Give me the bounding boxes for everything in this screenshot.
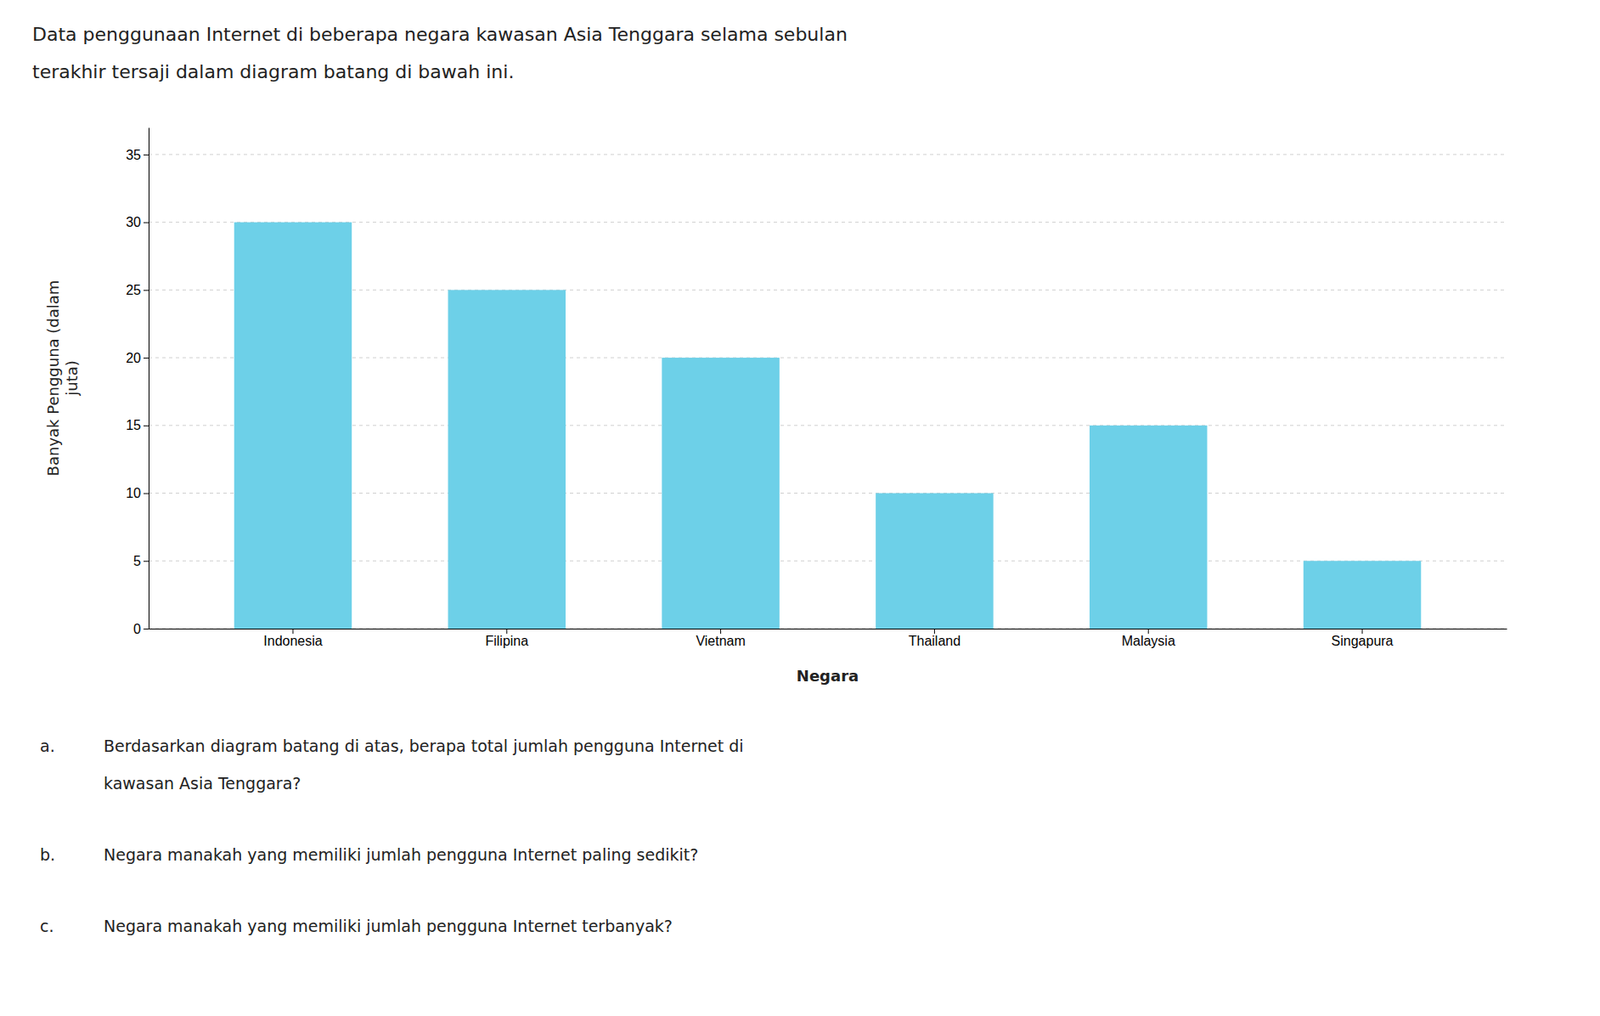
y-tick: 0	[133, 621, 149, 637]
x-axis: Indonesia Filipina Vietnam Thailand Malaysia…	[149, 628, 1508, 648]
y-tick: 15	[125, 417, 149, 433]
chart-container: Data penggunaan Internet di beberapa neg…	[0, 0, 1600, 1016]
grid-line	[148, 289, 1507, 291]
annotation-label: b.	[39, 845, 56, 864]
annotation-label: a.	[39, 736, 56, 755]
title: terakhir tersaji dalam diagram batang di…	[32, 61, 514, 83]
y-tick-mark	[143, 560, 149, 562]
x-tick-mark	[1362, 628, 1364, 634]
x-tick-label: Singapura	[1331, 633, 1394, 648]
title: Data penggunaan Internet di beberapa neg…	[32, 23, 848, 46]
annotations: a. Berdasarkan diagram batang di atas, be…	[39, 736, 744, 936]
y-tick-label: 35	[125, 147, 141, 163]
y-tick-mark	[143, 357, 149, 359]
bar	[1303, 560, 1421, 629]
y-tick-mark	[143, 222, 149, 224]
x-tick-mark	[292, 628, 293, 634]
y-tick: 10	[125, 485, 149, 501]
y-tick: 20	[125, 350, 149, 366]
x-tick-label: Vietnam	[695, 633, 745, 648]
x-tick-mark	[934, 628, 936, 634]
y-tick-mark	[143, 425, 149, 427]
y-tick-label: 20	[125, 350, 141, 366]
y-tick: 25	[125, 282, 149, 298]
x-tick: Malaysia	[1121, 628, 1176, 648]
x-axis-line	[149, 628, 1508, 630]
annotation-label: c.	[39, 916, 55, 936]
grid-line	[148, 153, 1507, 155]
y-tick-label: 30	[125, 214, 141, 230]
grid-line	[148, 560, 1507, 562]
x-tick-label: Indonesia	[263, 633, 322, 648]
y-tick-label: 15	[125, 417, 141, 433]
grid-line	[148, 424, 1507, 426]
annotation-text: Negara manakah yang memiliki jumlah peng…	[103, 916, 673, 936]
grid	[148, 154, 1507, 629]
bar	[1089, 425, 1207, 629]
y-axis: 0 5 10 15 20 25 30 35	[125, 128, 149, 637]
bar	[234, 222, 352, 629]
x-tick: Filipina	[484, 628, 529, 648]
x-tick: Vietnam	[695, 628, 745, 648]
bar	[448, 289, 566, 629]
x-tick: Singapura	[1331, 628, 1394, 648]
y-tick: 5	[133, 553, 149, 569]
bars	[234, 222, 1422, 629]
y-tick-label: 25	[125, 282, 141, 298]
x-tick: Indonesia	[263, 628, 322, 648]
x-tick-label: Thailand	[908, 633, 961, 648]
x-tick-mark	[506, 628, 508, 634]
y-tick: 30	[125, 214, 149, 230]
y-tick-label: 10	[125, 485, 141, 501]
bar	[875, 493, 993, 629]
x-tick-label: Filipina	[484, 633, 529, 648]
y-tick-mark	[143, 628, 149, 630]
chart-svg: Data penggunaan Internet di beberapa neg…	[0, 0, 1600, 1016]
grid-line	[148, 628, 1507, 630]
y-tick-label: 5	[133, 553, 141, 569]
y-tick-label: 0	[133, 621, 141, 637]
x-tick-mark	[1148, 628, 1150, 634]
grid-line	[148, 492, 1507, 494]
x-tick-label: Malaysia	[1121, 633, 1176, 648]
y-axis-label-line: juta)	[62, 360, 81, 397]
annotation-text: Berdasarkan diagram batang di atas, bera…	[103, 736, 744, 755]
y-tick-mark	[143, 154, 149, 156]
y-axis-label: Banyak Pengguna (dalamjuta)	[44, 280, 81, 477]
y-axis-label-line: Banyak Pengguna (dalam	[44, 280, 62, 477]
annotation-text: Negara manakah yang memiliki jumlah peng…	[103, 845, 699, 864]
annotation-text: kawasan Asia Tenggara?	[103, 773, 301, 793]
x-axis-label: Negara	[796, 666, 859, 685]
bar	[661, 357, 779, 629]
x-tick: Thailand	[908, 628, 961, 648]
y-tick: 35	[125, 147, 149, 163]
x-tick-mark	[720, 628, 722, 634]
grid-line	[148, 221, 1507, 223]
y-axis-line	[148, 128, 150, 630]
y-tick-mark	[143, 493, 149, 495]
grid-line	[148, 357, 1507, 359]
y-tick-mark	[143, 289, 149, 291]
